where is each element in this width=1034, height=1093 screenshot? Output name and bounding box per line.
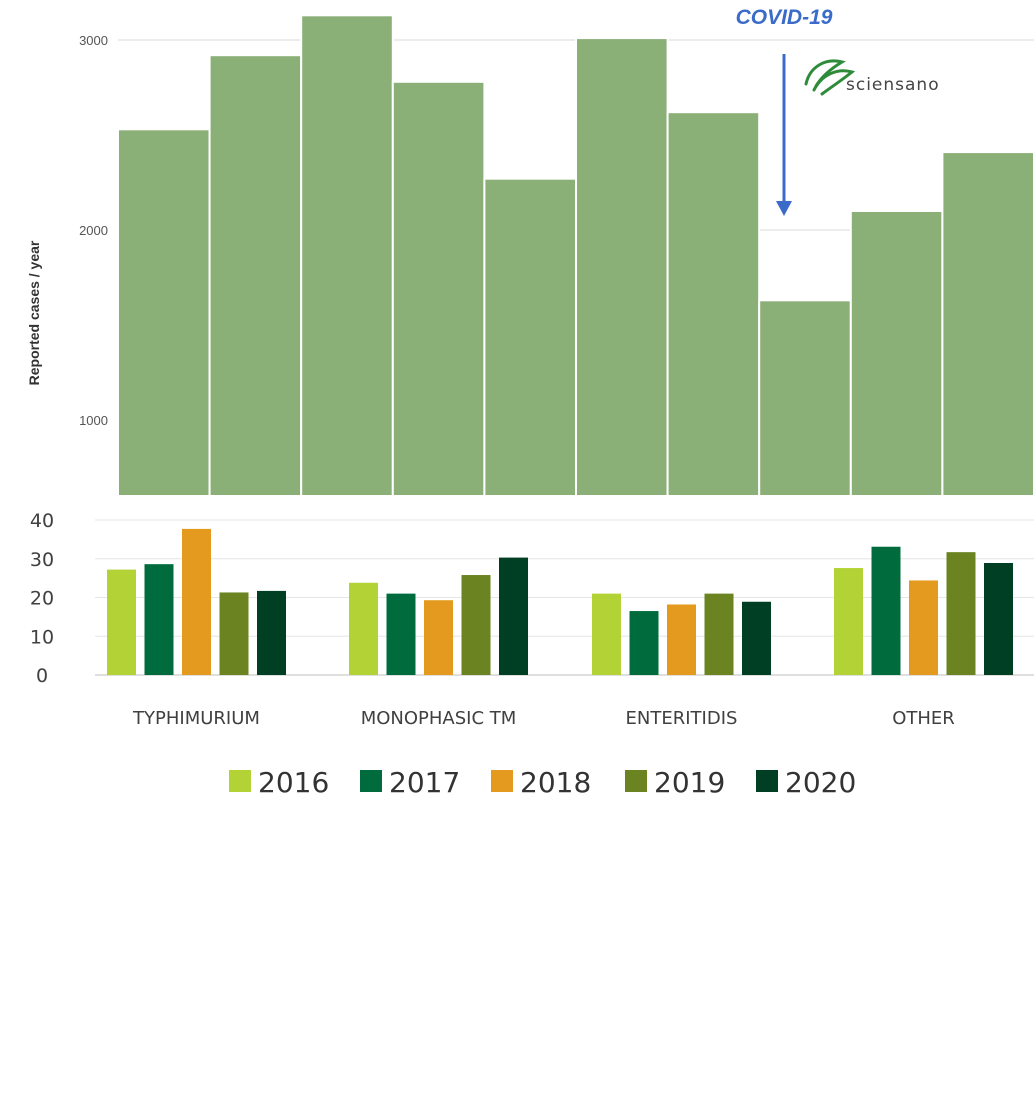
top-y-axis-ticks: 1000 2000 3000	[79, 33, 108, 428]
top-y-tick-label: 2000	[79, 223, 108, 238]
serotype-bar-2020	[984, 563, 1013, 675]
top-y-tick-label: 3000	[79, 33, 108, 48]
annual-cases-chart: 1000 2000 3000 Reported cases / year COVID…	[26, 6, 1034, 498]
annual-cases-bar	[300, 14, 394, 498]
serotype-bar-2016	[349, 582, 378, 675]
annual-cases-bar	[391, 80, 486, 498]
serotype-bar-2019	[461, 575, 491, 675]
serotype-bar-2020	[742, 601, 771, 675]
bottom-y-tick-label: 20	[30, 588, 54, 610]
covid-annotation-label: COVID-19	[736, 6, 833, 29]
serotype-bars	[107, 528, 1013, 675]
legend-label: 2016	[258, 766, 329, 799]
sciensano-logo: sciensano	[804, 59, 940, 96]
covid-arrow-icon	[776, 54, 792, 216]
bottom-x-axis-categories: TYPHIMURIUM MONOPHASIC TM ENTERITIDIS OTHER	[132, 708, 955, 729]
bottom-y-tick-label: 0	[36, 665, 48, 687]
category-label: OTHER	[892, 708, 955, 729]
serotype-bar-2016	[834, 568, 863, 675]
serotype-bar-2019	[946, 552, 976, 675]
annual-cases-bar	[208, 54, 303, 497]
legend-swatch-2019	[625, 770, 647, 792]
annual-cases-bar	[666, 111, 761, 497]
legend-label: 2020	[785, 766, 856, 799]
annual-cases-bars	[117, 14, 1034, 498]
serotype-bar-2019	[219, 592, 249, 675]
serotype-bar-2017	[144, 564, 174, 675]
sciensano-leaf-icon	[804, 59, 856, 96]
bottom-y-tick-label: 30	[30, 549, 54, 571]
serotype-bar-2020	[257, 590, 286, 675]
serotype-bar-2016	[592, 593, 621, 675]
legend-swatch-2018	[491, 770, 513, 792]
annual-cases-bar	[483, 177, 577, 497]
serotype-bar-2018	[909, 580, 938, 675]
annual-cases-bar	[575, 37, 669, 497]
legend: 2016 2017 2018 2019 2020	[229, 766, 856, 799]
category-label: MONOPHASIC TM	[361, 708, 517, 729]
serotype-bar-2017	[871, 546, 901, 675]
category-label: ENTERITIDIS	[626, 708, 738, 729]
bottom-y-axis-ticks: 0 10 20 30 40	[30, 510, 54, 687]
serotype-bar-2016	[107, 569, 136, 675]
top-y-axis-label: Reported cases / year	[26, 240, 42, 385]
legend-swatch-2020	[756, 770, 778, 792]
serotype-bar-2018	[424, 600, 453, 675]
legend-swatch-2016	[229, 770, 251, 792]
serotype-bar-2017	[629, 611, 659, 675]
legend-label: 2019	[654, 766, 725, 799]
legend-label: 2018	[520, 766, 591, 799]
bottom-y-tick-label: 40	[30, 510, 54, 532]
legend-swatch-2017	[360, 770, 382, 792]
serotype-bar-2017	[386, 593, 416, 675]
serotype-bar-2018	[182, 528, 211, 675]
serotype-bar-2020	[499, 557, 528, 675]
sciensano-logo-text: sciensano	[846, 75, 940, 95]
legend-label: 2017	[389, 766, 460, 799]
serotype-distribution-chart: 0 10 20 30 40 TYPHIMURIUM MONOPHASIC TM ENTERI…	[30, 510, 1034, 799]
annual-cases-bar	[941, 151, 1034, 497]
bottom-y-tick-label: 10	[30, 626, 54, 648]
category-label: TYPHIMURIUM	[132, 708, 260, 729]
annual-cases-bar	[758, 299, 852, 497]
serotype-bar-2018	[667, 604, 696, 675]
annual-cases-bar	[849, 210, 944, 497]
top-y-tick-label: 1000	[79, 413, 108, 428]
serotype-bar-2019	[704, 593, 734, 675]
annual-cases-bar	[117, 128, 211, 498]
